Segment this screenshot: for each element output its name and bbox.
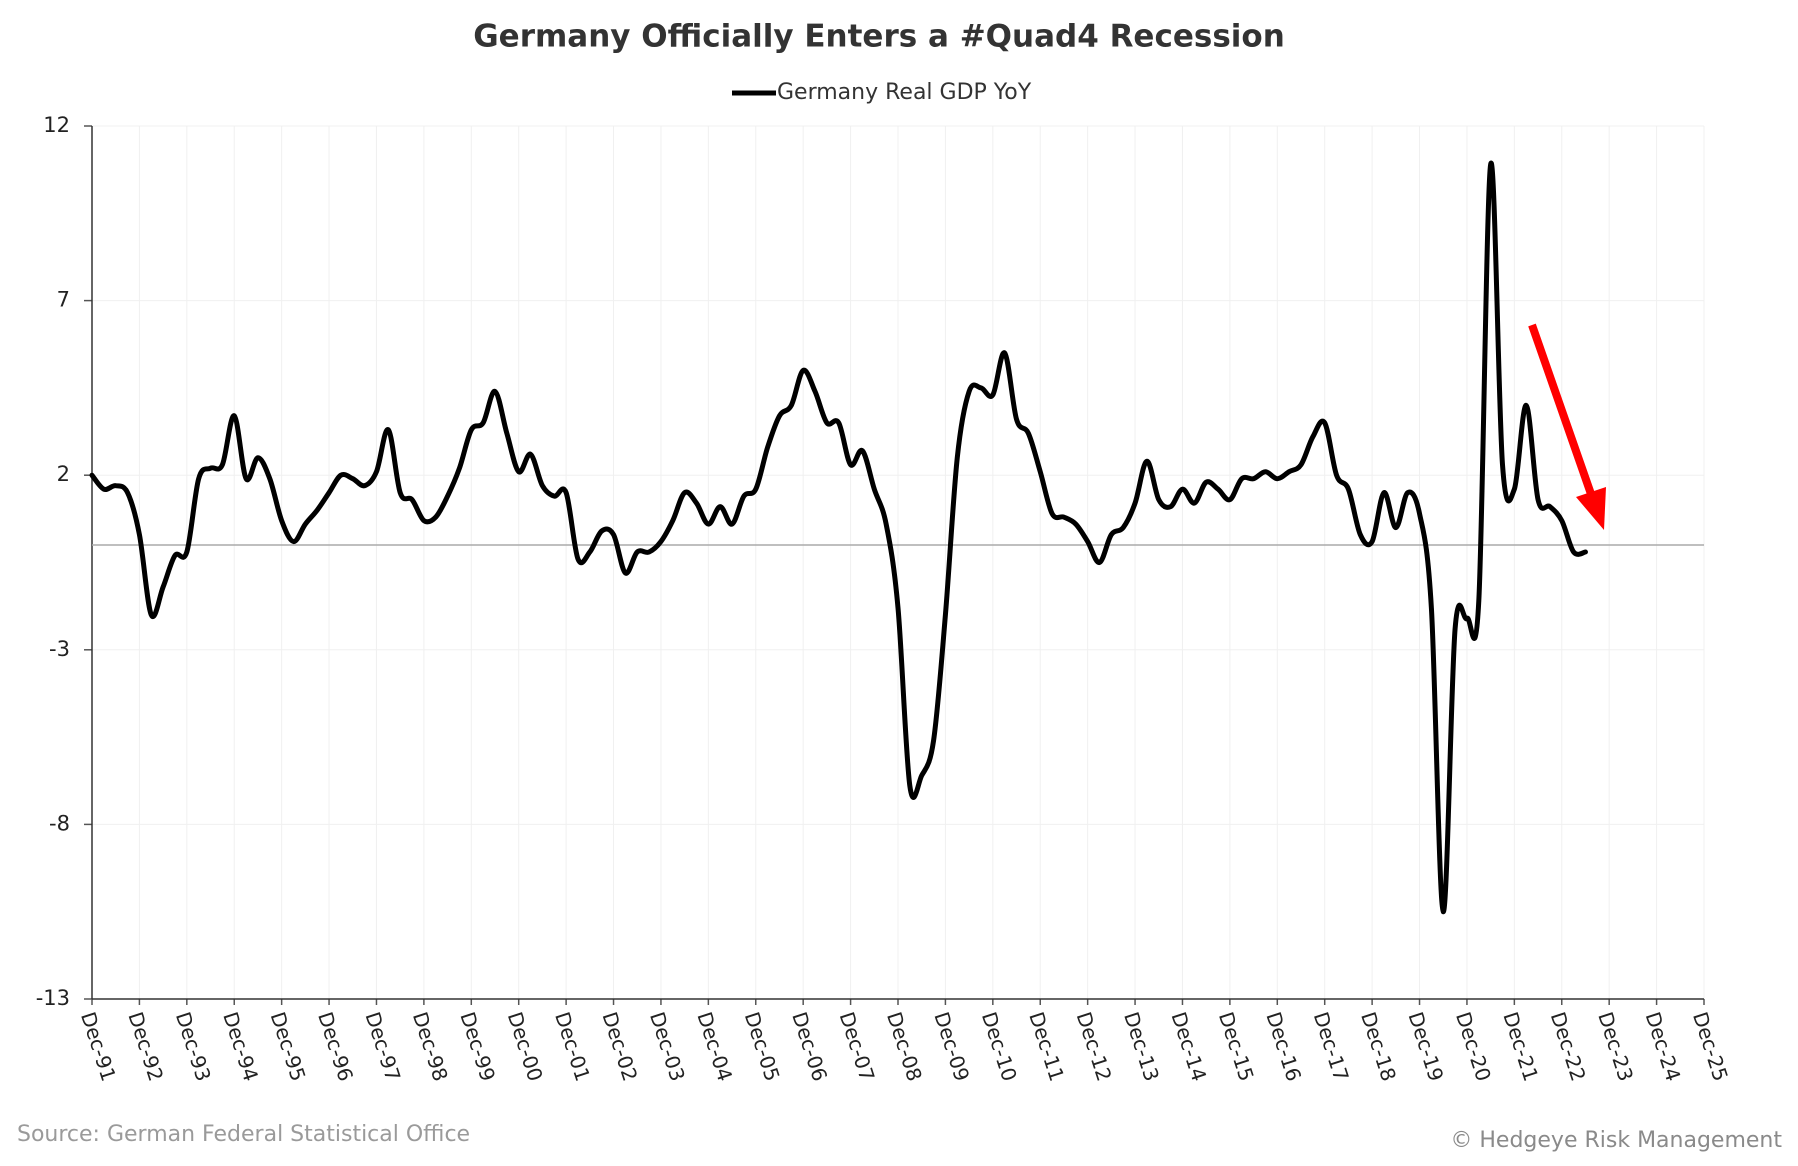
x-tick-label: Dec-99 (455, 1009, 500, 1084)
x-tick-label: Dec-17 (1309, 1009, 1354, 1084)
x-tick-label: Dec-93 (171, 1009, 216, 1084)
x-tick-label: Dec-07 (835, 1009, 880, 1084)
x-tick-label: Dec-12 (1072, 1009, 1117, 1084)
data-line (89, 160, 1588, 915)
x-tick-label: Dec-24 (1641, 1009, 1686, 1084)
x-tick-label: Dec-21 (1498, 1009, 1543, 1084)
x-tick-label: Dec-01 (550, 1009, 595, 1084)
x-tick-label: Dec-04 (692, 1009, 737, 1084)
chart-title: Germany Officially Enters a #Quad4 Reces… (473, 19, 1285, 55)
x-tick-label: Dec-20 (1451, 1009, 1496, 1084)
x-tick-label: Dec-10 (977, 1009, 1022, 1084)
x-tick-label: Dec-92 (123, 1009, 168, 1084)
x-tick-label: Dec-13 (1119, 1009, 1164, 1084)
x-tick-label: Dec-98 (408, 1009, 453, 1084)
x-tick-label: Dec-96 (313, 1009, 358, 1084)
x-tick-label: Dec-95 (266, 1009, 311, 1084)
source-note: Source: German Federal Statistical Offic… (17, 1122, 470, 1147)
x-tick-label: Dec-14 (1166, 1009, 1211, 1084)
x-tick-label: Dec-09 (929, 1009, 974, 1084)
x-tick-label: Dec-97 (360, 1009, 405, 1084)
y-tick-label: -8 (49, 811, 70, 835)
x-tick-label: Dec-94 (218, 1009, 263, 1084)
x-tick-label: Dec-25 (1688, 1009, 1733, 1084)
x-tick-label: Dec-02 (598, 1009, 643, 1084)
x-tick-label: Dec-22 (1546, 1009, 1591, 1084)
y-tick-label: 12 (43, 113, 70, 137)
legend-label: Germany Real GDP YoY (777, 80, 1032, 105)
x-tick-label: Dec-11 (1024, 1009, 1069, 1084)
credit: © Hedgeye Risk Management (1450, 1128, 1782, 1153)
y-tick-label: -3 (49, 637, 70, 661)
grid (91, 125, 1705, 1000)
x-tick-label: Dec-03 (645, 1009, 690, 1084)
arrow (1528, 323, 1606, 530)
arrow-head (1576, 487, 1606, 530)
x-tick-label: Dec-19 (1404, 1009, 1449, 1084)
x-tick-label: Dec-00 (503, 1009, 548, 1084)
x-tick-label: Dec-23 (1593, 1009, 1638, 1084)
x-tick-label: Dec-15 (1214, 1009, 1259, 1084)
y-tick-label: -13 (36, 986, 70, 1010)
y-tick-label: 7 (57, 288, 70, 312)
y-tick-label: 2 (57, 462, 70, 486)
x-tick-label: Dec-18 (1356, 1009, 1401, 1084)
x-tick-label: Dec-91 (76, 1009, 121, 1084)
legend: Germany Real GDP YoY (732, 80, 1032, 105)
x-tick-label: Dec-06 (787, 1009, 832, 1084)
x-tick-label: Dec-08 (882, 1009, 927, 1084)
arrow-shaft (1528, 323, 1595, 496)
x-tick-label: Dec-16 (1261, 1009, 1306, 1084)
x-tick-label: Dec-05 (740, 1009, 785, 1084)
